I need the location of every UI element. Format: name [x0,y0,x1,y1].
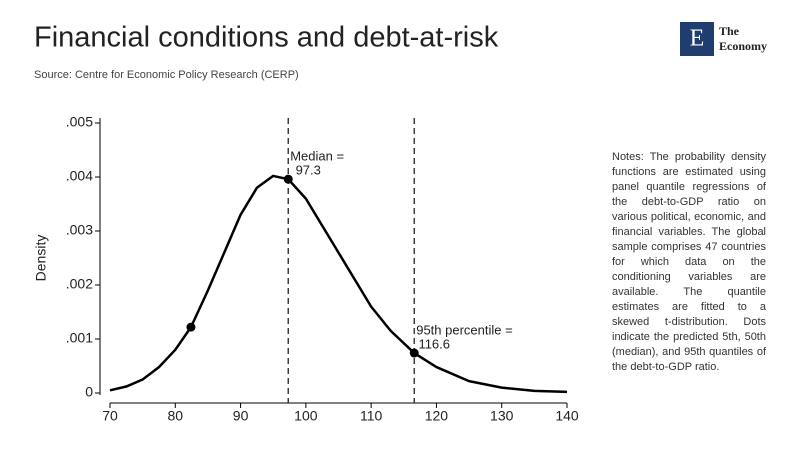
x-tick-label: 110 [360,408,383,424]
x-tick-label: 120 [425,408,449,424]
logo-text: The [719,24,740,38]
chart-title: Financial conditions and debt-at-risk [34,22,499,54]
annotation-value: 116.6 [418,336,450,351]
y-tick-label: 0 [85,384,93,400]
x-tick-label: 130 [490,408,514,424]
logo-text: Economy [719,39,767,53]
annotation-value: 97.3 [296,163,321,178]
x-tick-label: 70 [102,408,118,424]
quantile-dot [409,348,419,358]
annotation-label: 95th percentile = [416,322,512,337]
annotation-label: Median = [290,149,344,164]
x-tick-label: 90 [233,408,249,424]
quantile-dot [283,174,293,184]
x-tick-label: 140 [555,408,579,424]
quantile-dot [186,322,196,332]
source: Source: Centre for Economic Policy Resea… [34,69,299,81]
density-curve [109,174,568,394]
y-tick-label: .004 [66,168,93,184]
y-tick-label: .002 [66,276,93,292]
logo-box [680,22,714,56]
notes: Notes: The probability density functions… [612,151,766,373]
x-tick-label: 80 [167,408,183,424]
y-tick-label: .001 [66,330,93,346]
logo-mark: E [690,26,705,52]
y-tick-label: .005 [66,114,93,130]
y-axis-label: Density [33,235,49,282]
x-tick-label: 100 [294,408,318,424]
y-tick-label: .003 [66,222,93,238]
